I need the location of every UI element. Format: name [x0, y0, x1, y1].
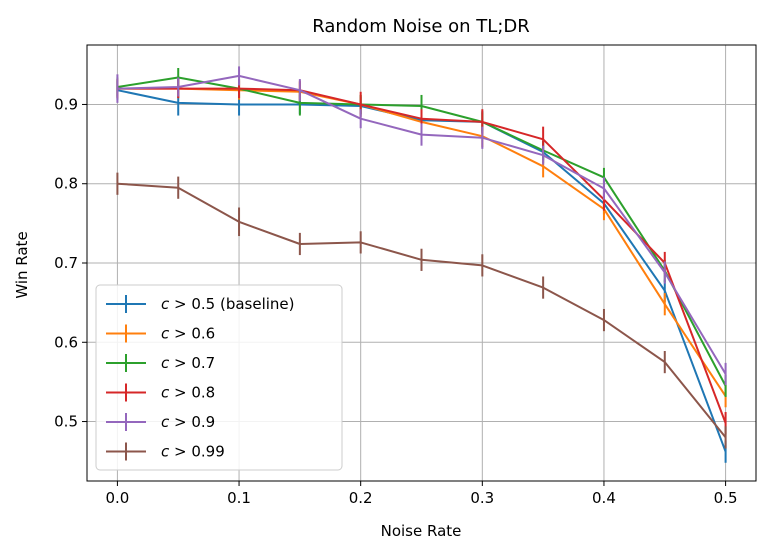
chart-title: Random Noise on TL;DR: [312, 16, 530, 37]
x-tick-label: 0.3: [470, 489, 494, 507]
x-tick-label: 0.5: [714, 489, 738, 507]
legend-label: c > 0.9: [161, 413, 215, 431]
legend-entry: c > 0.9: [106, 413, 215, 431]
legend-box: [95, 284, 343, 471]
y-tick-label: 0.5: [54, 413, 78, 431]
legend-entry: c > 0.8: [106, 383, 215, 402]
x-axis: 0.0 0.1 0.2 0.3 0.4 0.5: [105, 481, 738, 507]
x-axis-label: Noise Rate: [381, 522, 462, 540]
y-tick-label: 0.7: [54, 254, 78, 272]
legend-label: c > 0.8: [161, 384, 215, 402]
x-tick-label: 0.4: [592, 489, 616, 507]
legend: c > 0.5 (baseline) c > 0.6 c > 0.7 c > 0.8 c…: [95, 284, 343, 471]
legend-entry: c > 0.7: [106, 354, 215, 372]
x-tick-label: 0.0: [105, 489, 129, 507]
legend-label: c > 0.99: [161, 443, 225, 461]
legend-entry: c > 0.6: [106, 324, 215, 343]
series-layer: [116, 66, 727, 463]
legend-entry: c > 0.99: [106, 442, 225, 461]
series-6: [116, 172, 727, 449]
y-tick-label: 0.9: [54, 95, 78, 113]
legend-label: c > 0.6: [161, 325, 215, 343]
y-tick-label: 0.6: [54, 333, 78, 351]
legend-entry: c > 0.5 (baseline): [106, 295, 295, 313]
y-axis-label: Win Rate: [13, 231, 31, 298]
y-tick-label: 0.8: [54, 175, 78, 193]
legend-label: c > 0.5 (baseline): [161, 295, 295, 313]
x-tick-label: 0.2: [349, 489, 373, 507]
legend-label: c > 0.7: [161, 354, 215, 372]
y-axis: 0.5 0.6 0.7 0.8 0.9: [54, 95, 87, 431]
series-5: [116, 66, 727, 386]
x-tick-label: 0.1: [227, 489, 251, 507]
